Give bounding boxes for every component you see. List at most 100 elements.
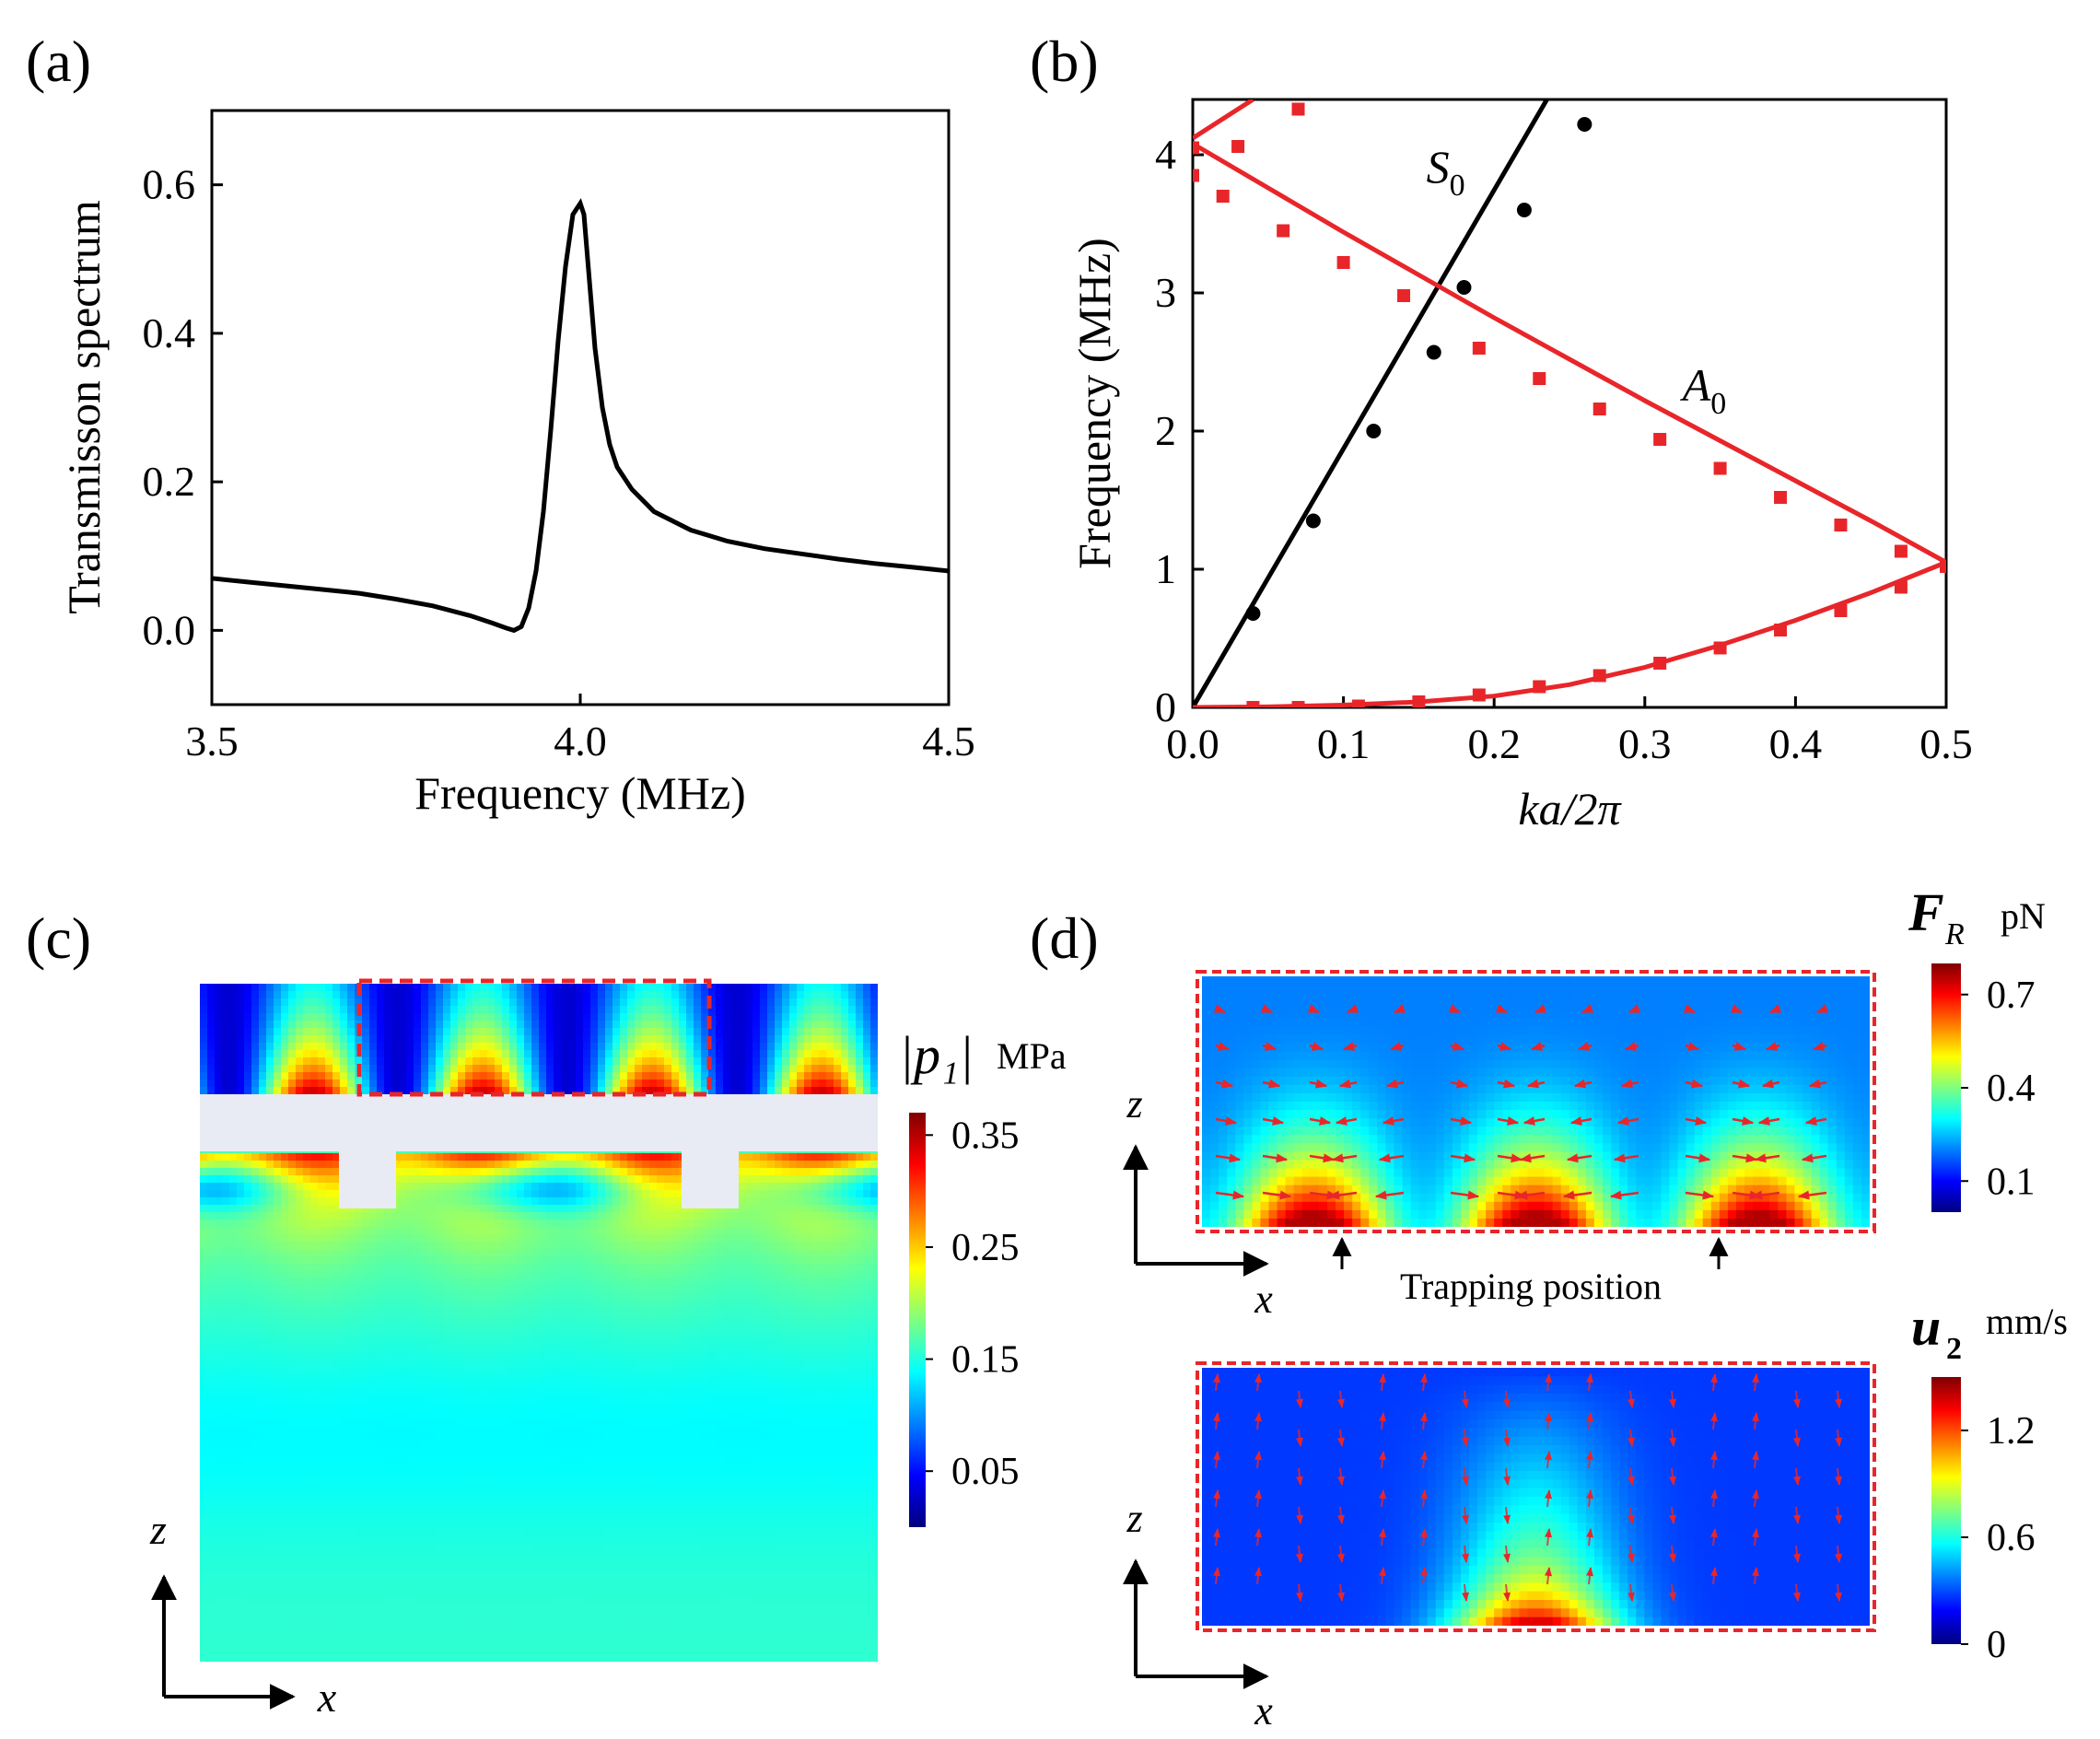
panel-c-field-cell xyxy=(598,1352,606,1360)
panel-c-field-cell xyxy=(259,1065,267,1073)
panel-c-field-cell xyxy=(819,1035,827,1044)
panel-c-field-cell xyxy=(605,1168,613,1176)
panel-c-field-cell xyxy=(450,1175,459,1184)
panel-c-field-cell xyxy=(399,1161,407,1169)
panel-c-field-cell xyxy=(848,1301,857,1309)
panel-c-field-cell xyxy=(738,1271,746,1279)
panel-c-field-cell xyxy=(215,1153,223,1161)
panel-c-field-cell xyxy=(635,1013,643,1021)
panel-c-field-cell xyxy=(583,1080,591,1088)
panel-c-field-cell xyxy=(377,1242,385,1250)
panel-c-field-cell xyxy=(259,1175,267,1184)
panel-c-field-cell xyxy=(789,1021,798,1029)
panel-c-field-cell xyxy=(708,1006,717,1014)
panel-c-field-cell xyxy=(716,1367,724,1375)
panel-c-field-cell xyxy=(355,1360,363,1368)
panel-c-field-cell xyxy=(318,1021,326,1029)
panel-c-field-cell xyxy=(642,1360,650,1368)
panel-c-field-cell xyxy=(259,1264,267,1272)
panel-c-field-cell xyxy=(428,1234,437,1243)
panel-c-field-cell xyxy=(251,1087,260,1095)
panel-c-field-cell xyxy=(509,1227,518,1235)
panel-c-field-cell xyxy=(738,1072,746,1080)
panel-c-field-cell xyxy=(355,1367,363,1375)
panel-c-field-cell xyxy=(701,1234,709,1243)
panel-c-field-cell xyxy=(207,998,216,1007)
panel-c-field-cell xyxy=(760,1175,768,1184)
panel-c-field-cell xyxy=(222,1043,230,1051)
panel-c-field-cell xyxy=(612,1256,621,1265)
panel-c-field-cell xyxy=(870,1249,878,1257)
panel-c-field-cell xyxy=(229,1013,238,1021)
panel-c-field-cell xyxy=(509,1264,518,1272)
panel-c-field-cell xyxy=(723,1323,731,1331)
panel-c-field-cell xyxy=(782,998,790,1007)
panel-c-field-cell xyxy=(318,1043,326,1051)
panel-c-field-cell xyxy=(752,1205,761,1213)
panel-c-field-cell xyxy=(745,1197,753,1206)
panel-c-field-cell xyxy=(428,1175,437,1184)
panel-c-field-cell xyxy=(229,1205,238,1213)
panel-c-field-cell xyxy=(296,1264,304,1272)
panel-c-field-cell xyxy=(207,1293,216,1301)
panel-c-field-cell xyxy=(804,1190,812,1198)
panel-c-field-cell xyxy=(237,1242,245,1250)
panel-c-field-cell xyxy=(716,1301,724,1309)
panel-c-field-cell xyxy=(436,1168,444,1176)
panel-c-field-cell xyxy=(296,1087,304,1095)
panel-c-field-cell xyxy=(207,1072,216,1080)
panel-c-field-cell xyxy=(546,1035,554,1044)
panel-c-field-cell xyxy=(856,1227,864,1235)
panel-c-field-cell xyxy=(332,1043,341,1051)
panel-c-field-cell xyxy=(841,1197,849,1206)
panel-c-field-cell xyxy=(318,1278,326,1287)
panel-c-field-cell xyxy=(207,1374,216,1383)
panel-c-field-cell xyxy=(318,1330,326,1338)
panel-c-field-cell xyxy=(215,1360,223,1368)
panel-c-field-cell xyxy=(458,1249,466,1257)
panel-c-field-cell xyxy=(856,1021,864,1029)
panel-c-field-cell xyxy=(561,1161,569,1169)
panel-c-field-cell xyxy=(215,1013,223,1021)
panel-c-field-cell xyxy=(583,1352,591,1360)
panel-c-field-cell xyxy=(797,1286,805,1294)
panel-c-field-cell xyxy=(627,1227,636,1235)
panel-c-field-cell xyxy=(340,998,348,1007)
panel-c-field-cell xyxy=(288,1168,297,1176)
panel-c-field-cell xyxy=(561,1183,569,1191)
panel-c-field-cell xyxy=(782,1035,790,1044)
panel-c-field-cell xyxy=(244,1345,252,1353)
panel-c-field-cell xyxy=(797,1028,805,1036)
panel-c-field-cell xyxy=(642,1337,650,1346)
panel-c-field-cell xyxy=(509,1006,518,1014)
panel-c-field-cell xyxy=(303,1072,311,1080)
panel-c-field-cell xyxy=(347,1360,356,1368)
panel-c-field-cell xyxy=(229,1043,238,1051)
panel-c-field-cell xyxy=(642,1212,650,1220)
panel-c-field-cell xyxy=(517,1227,525,1235)
panel-c-field-cell xyxy=(200,991,208,999)
panel-c-field-cell xyxy=(303,1028,311,1036)
panel-c-field-cell xyxy=(436,1278,444,1287)
panel-c-field-cell xyxy=(716,1271,724,1279)
panel-c-field-cell xyxy=(811,1271,820,1279)
panel-c-field-cell xyxy=(826,1006,834,1014)
panel-c-field-cell xyxy=(760,1315,768,1324)
panel-c-field-cell xyxy=(598,1360,606,1368)
panel-c-field-cell xyxy=(251,1028,260,1036)
panel-c-field-cell xyxy=(340,1323,348,1331)
panel-c-field-cell xyxy=(399,1013,407,1021)
panel-c-field-cell xyxy=(708,1035,717,1044)
panel-c-field-cell xyxy=(458,1205,466,1213)
panel-b-point-a0 xyxy=(1246,701,1260,707)
panel-c-field-cell xyxy=(789,1153,798,1161)
panel-c-field-cell xyxy=(819,991,827,999)
panel-c-field-cell xyxy=(303,1013,311,1021)
panel-c-field-cell xyxy=(244,998,252,1007)
panel-c-field-cell xyxy=(716,1050,724,1058)
panel-c-field-cell xyxy=(561,1197,569,1206)
panel-c-field-cell xyxy=(576,1315,584,1324)
panel-c-field-cell xyxy=(738,1028,746,1036)
panel-c-field-cell xyxy=(229,1293,238,1301)
panel-c-field-cell xyxy=(377,1205,385,1213)
